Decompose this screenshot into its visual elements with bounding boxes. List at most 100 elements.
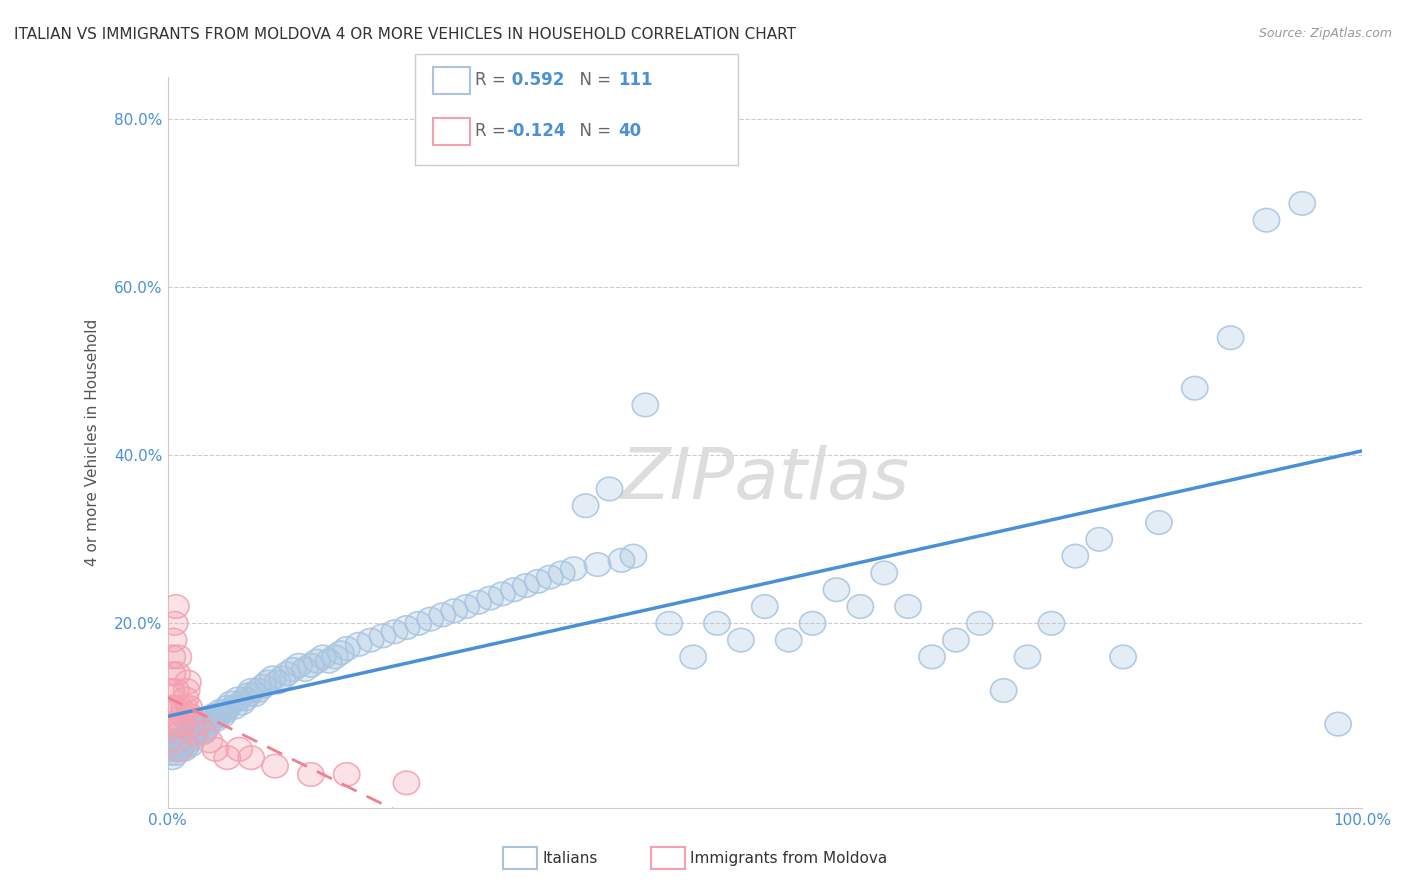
Ellipse shape bbox=[429, 603, 456, 627]
Ellipse shape bbox=[218, 691, 245, 714]
Ellipse shape bbox=[1109, 645, 1136, 669]
Ellipse shape bbox=[163, 595, 188, 618]
Ellipse shape bbox=[173, 733, 200, 756]
Ellipse shape bbox=[188, 721, 214, 744]
Text: ZIPatlas: ZIPatlas bbox=[620, 445, 910, 514]
Ellipse shape bbox=[1146, 511, 1173, 534]
Ellipse shape bbox=[173, 687, 198, 711]
Ellipse shape bbox=[165, 645, 191, 669]
Ellipse shape bbox=[197, 729, 222, 753]
Ellipse shape bbox=[173, 725, 198, 748]
Ellipse shape bbox=[316, 649, 342, 673]
Text: -0.124: -0.124 bbox=[506, 122, 565, 140]
Ellipse shape bbox=[156, 738, 181, 761]
Ellipse shape bbox=[1253, 209, 1279, 232]
Text: N =: N = bbox=[569, 71, 617, 89]
Ellipse shape bbox=[163, 742, 188, 765]
Ellipse shape bbox=[513, 574, 538, 598]
Ellipse shape bbox=[167, 738, 194, 761]
Ellipse shape bbox=[165, 713, 191, 736]
Ellipse shape bbox=[1085, 527, 1112, 551]
Ellipse shape bbox=[174, 671, 201, 694]
Ellipse shape bbox=[333, 637, 360, 660]
Ellipse shape bbox=[548, 561, 575, 584]
Ellipse shape bbox=[596, 477, 623, 500]
Ellipse shape bbox=[162, 738, 188, 761]
Ellipse shape bbox=[159, 746, 186, 770]
Ellipse shape bbox=[167, 721, 194, 744]
Ellipse shape bbox=[156, 729, 181, 753]
Ellipse shape bbox=[170, 729, 197, 753]
Ellipse shape bbox=[181, 725, 207, 748]
Ellipse shape bbox=[200, 704, 226, 728]
Ellipse shape bbox=[465, 591, 491, 614]
Ellipse shape bbox=[214, 746, 240, 770]
Ellipse shape bbox=[181, 721, 207, 744]
Ellipse shape bbox=[943, 628, 969, 652]
Ellipse shape bbox=[157, 696, 184, 719]
Ellipse shape bbox=[160, 628, 187, 652]
Ellipse shape bbox=[173, 679, 200, 702]
Ellipse shape bbox=[177, 704, 204, 728]
Ellipse shape bbox=[169, 713, 195, 736]
Ellipse shape bbox=[250, 674, 276, 698]
Ellipse shape bbox=[633, 393, 658, 417]
Ellipse shape bbox=[165, 738, 191, 761]
Ellipse shape bbox=[1181, 376, 1208, 400]
Ellipse shape bbox=[202, 738, 228, 761]
Ellipse shape bbox=[221, 696, 247, 719]
Ellipse shape bbox=[620, 544, 647, 568]
Ellipse shape bbox=[441, 599, 467, 623]
Ellipse shape bbox=[990, 679, 1017, 702]
Ellipse shape bbox=[172, 696, 197, 719]
Ellipse shape bbox=[896, 595, 921, 618]
Ellipse shape bbox=[212, 699, 238, 723]
Text: N =: N = bbox=[569, 122, 617, 140]
Ellipse shape bbox=[1014, 645, 1040, 669]
Ellipse shape bbox=[226, 738, 252, 761]
Ellipse shape bbox=[157, 679, 184, 702]
Ellipse shape bbox=[166, 696, 193, 719]
Ellipse shape bbox=[170, 704, 197, 728]
Ellipse shape bbox=[269, 666, 295, 690]
Ellipse shape bbox=[197, 708, 224, 731]
Ellipse shape bbox=[174, 729, 201, 753]
Ellipse shape bbox=[157, 713, 183, 736]
Ellipse shape bbox=[298, 654, 323, 677]
Ellipse shape bbox=[159, 662, 186, 685]
Ellipse shape bbox=[260, 666, 285, 690]
Ellipse shape bbox=[177, 733, 204, 756]
Ellipse shape bbox=[163, 679, 188, 702]
Ellipse shape bbox=[205, 704, 231, 728]
Ellipse shape bbox=[280, 657, 307, 681]
Ellipse shape bbox=[394, 771, 419, 795]
Ellipse shape bbox=[179, 721, 205, 744]
Text: Source: ZipAtlas.com: Source: ZipAtlas.com bbox=[1258, 27, 1392, 40]
Ellipse shape bbox=[524, 570, 551, 593]
Ellipse shape bbox=[394, 615, 419, 640]
Ellipse shape bbox=[165, 729, 190, 753]
Ellipse shape bbox=[166, 738, 193, 761]
Ellipse shape bbox=[236, 683, 262, 706]
Y-axis label: 4 or more Vehicles in Household: 4 or more Vehicles in Household bbox=[86, 319, 100, 566]
Ellipse shape bbox=[800, 612, 825, 635]
Ellipse shape bbox=[162, 696, 188, 719]
Text: 0.592: 0.592 bbox=[506, 71, 565, 89]
Ellipse shape bbox=[477, 586, 503, 610]
Ellipse shape bbox=[1324, 713, 1351, 736]
Ellipse shape bbox=[232, 687, 259, 711]
Ellipse shape bbox=[657, 612, 682, 635]
Ellipse shape bbox=[609, 549, 634, 572]
Ellipse shape bbox=[1038, 612, 1064, 635]
Ellipse shape bbox=[274, 662, 299, 685]
Ellipse shape bbox=[370, 624, 395, 648]
Text: Immigrants from Moldova: Immigrants from Moldova bbox=[690, 851, 887, 865]
Ellipse shape bbox=[166, 733, 193, 756]
Ellipse shape bbox=[184, 713, 211, 736]
Ellipse shape bbox=[242, 683, 269, 706]
Ellipse shape bbox=[228, 691, 254, 714]
Ellipse shape bbox=[245, 679, 271, 702]
Ellipse shape bbox=[157, 742, 183, 765]
Ellipse shape bbox=[405, 612, 432, 635]
Ellipse shape bbox=[264, 671, 291, 694]
